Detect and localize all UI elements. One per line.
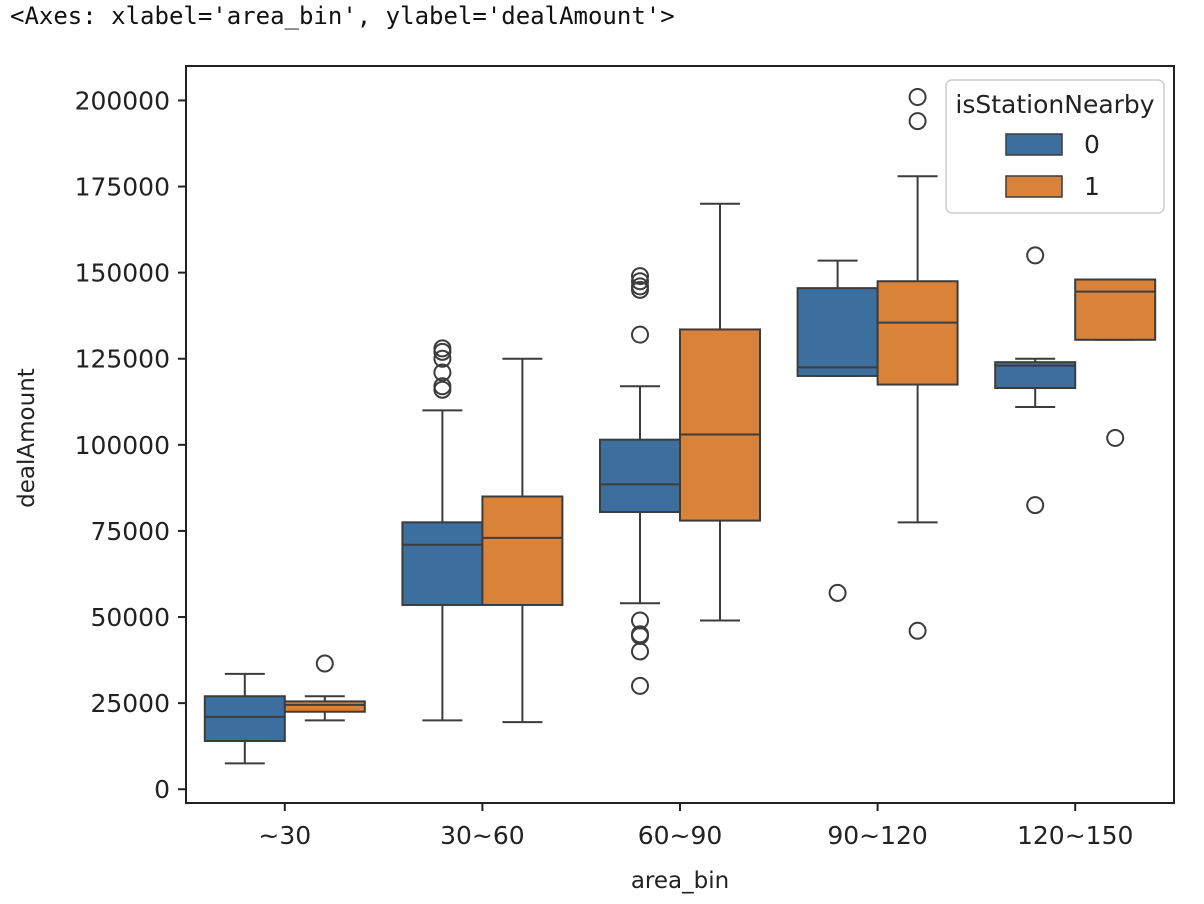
outlier-point [631,625,649,644]
box-0-0 [203,672,286,765]
x-tick-label-4: 120~150 [1017,821,1133,850]
x-tick-label-1: 30~60 [440,821,525,850]
box-body [283,700,366,713]
outlier-point [433,339,452,358]
outlier-point [631,277,649,296]
box-1-0 [283,654,366,722]
y-tick-label-8: 200000 [75,86,170,115]
outlier-point [1026,496,1045,515]
legend: isStationNearby 0 1 [945,79,1165,214]
legend-label-1: 1 [1084,172,1100,201]
box-0-2 [599,267,681,695]
box-1-2 [679,202,761,622]
outlier-point [433,349,452,368]
y-axis: 0 25000 50000 75000 100000 125000 150000 175000… [75,86,186,804]
box-body [1074,278,1157,341]
outlier-point [433,363,452,382]
y-tick-label-0: 0 [154,775,170,804]
legend-swatch-0 [1005,133,1063,156]
y-tick-label-3: 75000 [90,517,170,546]
x-tick-label-0: ~30 [258,821,311,850]
y-tick-label-4: 100000 [75,431,170,460]
box-body [876,280,959,386]
outlier-point [631,267,649,286]
outlier-point [433,377,452,396]
outlier-point [631,611,649,630]
box-body [599,438,681,513]
legend-label-0: 0 [1084,130,1100,159]
legend-swatch-1 [1005,175,1063,198]
box-body [481,495,564,606]
y-tick-label-5: 125000 [75,345,170,374]
box-1-1 [481,357,564,724]
y-axis-label: dealAmount [14,368,40,508]
y-tick-label-6: 150000 [75,259,170,288]
outlier-point [315,654,334,673]
outlier-point [828,583,847,602]
outlier-point [908,87,927,106]
output-repr-text: <Axes: xlabel='area_bin', ylabel='dealAm… [10,2,675,30]
x-axis-label: area_bin [631,868,729,894]
outlier-point [631,325,649,344]
box-body [401,521,484,606]
box-1-3 [876,87,959,640]
box-groups [203,87,1157,765]
y-tick-label-7: 175000 [75,173,170,202]
box-body [679,328,761,522]
outlier-point [631,676,649,695]
box-body [796,287,879,377]
y-tick-label-2: 50000 [90,603,170,632]
y-tick-label-1: 25000 [90,689,170,718]
box-0-4 [994,246,1077,515]
legend-title: isStationNearby [955,90,1154,119]
box-0-3 [796,259,879,602]
box-body [203,695,286,743]
outlier-point [1026,246,1045,265]
outlier-point [631,272,649,291]
box-0-1 [401,339,484,722]
outlier-point [908,112,927,131]
x-axis: ~30 30~60 60~90 90~120 120~150 [258,803,1133,850]
box-1-4 [1074,278,1157,447]
outlier-point [908,621,927,640]
x-tick-label-3: 90~120 [827,821,927,850]
outlier-point [1106,428,1125,447]
x-tick-label-2: 60~90 [638,821,723,850]
